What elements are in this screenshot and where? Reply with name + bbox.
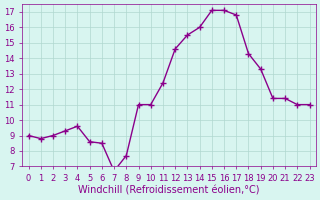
X-axis label: Windchill (Refroidissement éolien,°C): Windchill (Refroidissement éolien,°C) [78,186,260,196]
